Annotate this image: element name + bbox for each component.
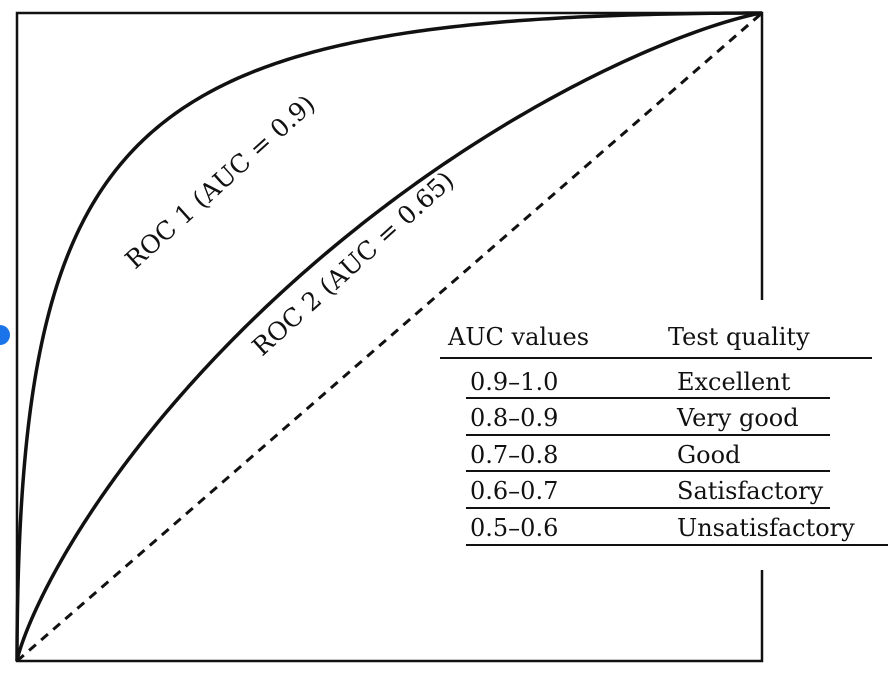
edge-marker [0, 325, 10, 345]
auc-quality-table: AUC values Test quality 0.9–1.0 Excellen… [436, 300, 894, 570]
roc-1-curve [15, 11, 763, 661]
table-row-1-auc: 0.8–0.9 [470, 404, 558, 432]
table-row-0-quality: Excellent [677, 368, 791, 396]
table-row-3-auc: 0.6–0.7 [470, 477, 558, 505]
roc-2-curve [15, 11, 763, 662]
table-header-auc: AUC values [447, 323, 589, 351]
table-row-1-quality: Very good [676, 404, 799, 432]
table-row-4-quality: Unsatisfactory [677, 514, 855, 542]
table-row-3-quality: Satisfactory [677, 477, 824, 505]
table-row-2-quality: Good [677, 441, 740, 469]
roc-1-label: ROC 1 (AUC = 0.9) [120, 89, 321, 274]
table-row-4-auc: 0.5–0.6 [470, 514, 558, 542]
chance-diagonal [16, 11, 763, 663]
table-row-2-auc: 0.7–0.8 [470, 441, 558, 469]
roc-2-label: ROC 2 (AUC = 0.65) [247, 166, 460, 362]
table-row-0-auc: 0.9–1.0 [470, 368, 558, 396]
table-header-quality: Test quality [668, 323, 810, 351]
